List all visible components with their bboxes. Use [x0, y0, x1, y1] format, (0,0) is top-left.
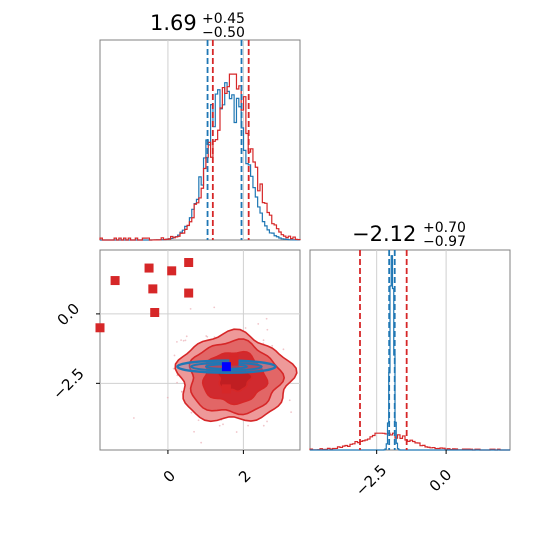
- scatter-dot: [189, 307, 192, 310]
- x-tick-label: 2: [235, 467, 254, 486]
- panel-hist-param1: 1.69 +0.45 −0.50: [99, 11, 301, 241]
- scatter-dot: [222, 423, 224, 426]
- scatter-dot: [185, 335, 188, 338]
- scatter-dot: [271, 344, 274, 347]
- scatter-dot: [197, 419, 200, 422]
- panel-2d-density: 0 2 0.0 −2.5: [49, 249, 301, 486]
- outlier-marker: [167, 266, 177, 276]
- x-tick-label: 0.0: [426, 466, 456, 496]
- scatter-dot: [182, 339, 185, 342]
- hist-series-red: [99, 73, 301, 241]
- scatter-dot: [282, 348, 285, 351]
- outlier-marker: [150, 308, 160, 317]
- outlier-marker: [144, 263, 154, 273]
- scatter-dot: [173, 354, 176, 357]
- panel-hist-param2: −2.5 0.0 −2.12 +0.70 −0.97: [309, 220, 511, 500]
- scatter-dot: [265, 317, 268, 320]
- y-tick-label: 0.0: [54, 300, 84, 330]
- scatter-dot: [184, 339, 187, 342]
- scatter-dot: [205, 335, 208, 337]
- scatter-dot: [200, 441, 203, 444]
- outlier-marker: [148, 284, 158, 294]
- scatter-dot: [213, 306, 216, 309]
- scatter-dot: [180, 339, 182, 342]
- scatter-dot: [180, 390, 183, 393]
- title-value: 1.69: [150, 11, 197, 35]
- x-tick-label: 0: [160, 467, 179, 486]
- title-value: −2.12: [352, 222, 416, 246]
- hist-series-blue: [310, 255, 510, 451]
- scatter-dot: [262, 424, 265, 427]
- title-upper: +0.70: [423, 220, 466, 236]
- scatter-dot: [176, 381, 178, 384]
- scatter-dot: [257, 323, 260, 325]
- y-tick-label: −2.5: [49, 365, 87, 403]
- outlier-marker: [221, 384, 231, 394]
- scatter-dot: [132, 417, 135, 419]
- scatter-dot: [290, 411, 293, 413]
- scatter-dot: [288, 399, 291, 402]
- blue-marker: [221, 362, 231, 372]
- scatter-dot: [172, 367, 175, 370]
- outlier-marker: [110, 276, 120, 286]
- scatter-dot: [190, 411, 193, 414]
- red-marker: [229, 356, 239, 366]
- scatter-dot: [262, 339, 265, 342]
- scatter-dot: [166, 396, 169, 399]
- scatter-dot: [176, 340, 178, 343]
- scatter-dot: [235, 431, 238, 433]
- scatter-dot: [193, 430, 195, 433]
- outlier-marker: [184, 258, 194, 267]
- panel-frame: [309, 249, 511, 451]
- scatter-dot: [266, 328, 269, 331]
- outlier-marker: [184, 288, 194, 298]
- title-lower: −0.97: [423, 234, 466, 250]
- scatter-dot: [218, 424, 221, 427]
- scatter-dot: [244, 327, 247, 329]
- x-tick-label: −2.5: [352, 461, 390, 499]
- scatter-dot: [266, 420, 268, 423]
- title-lower: −0.50: [202, 25, 245, 41]
- panel-frame: [99, 39, 301, 241]
- scatter-dot: [247, 424, 249, 427]
- outlier-marker: [95, 323, 105, 333]
- title-upper: +0.45: [202, 11, 245, 27]
